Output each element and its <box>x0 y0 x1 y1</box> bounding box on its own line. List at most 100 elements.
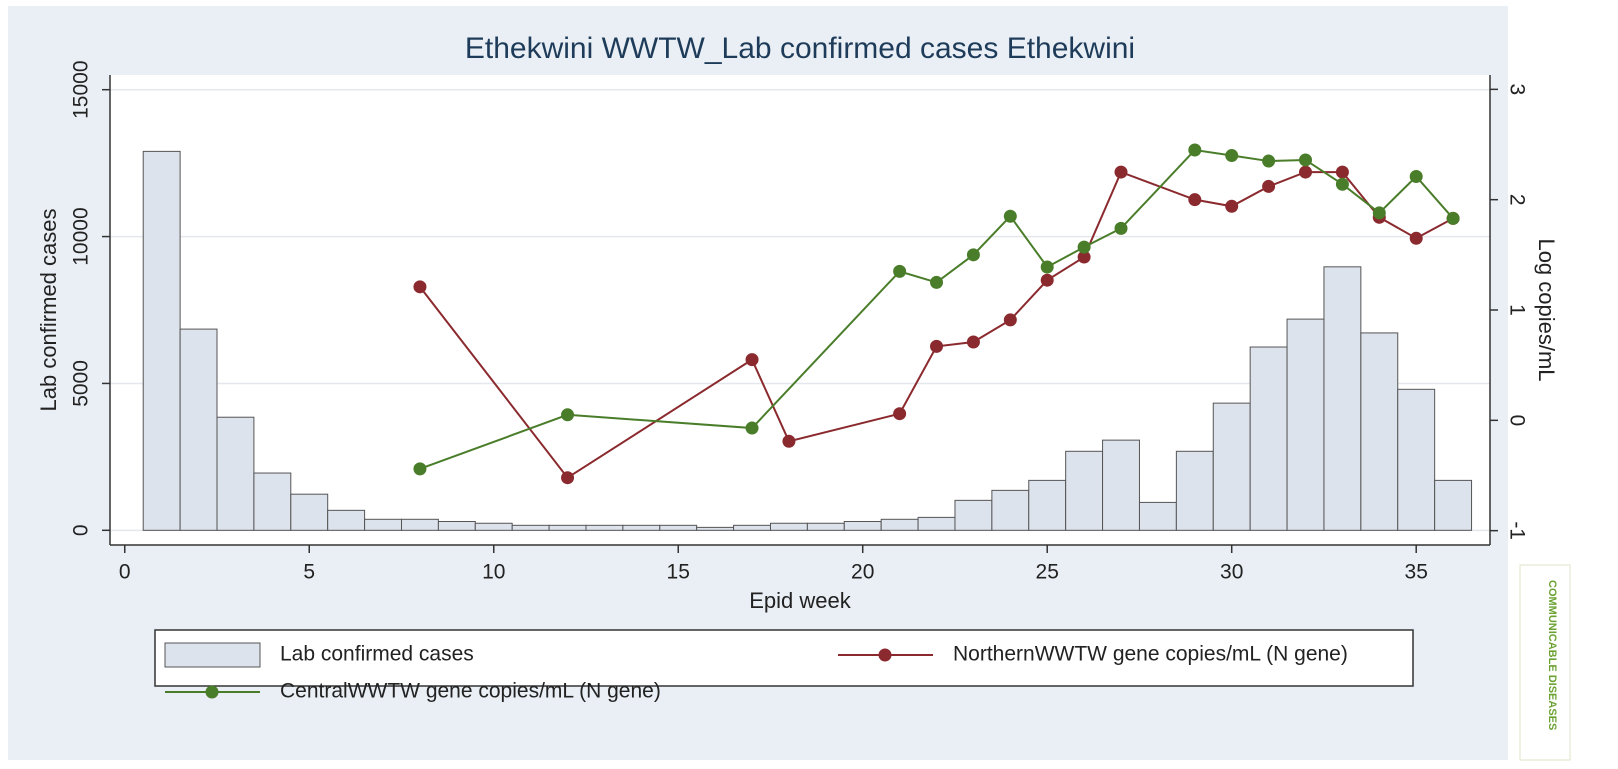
bar <box>1102 439 1140 531</box>
bar <box>179 328 218 531</box>
point <box>1409 170 1423 184</box>
point <box>1225 149 1239 163</box>
y-tick-label: 10000 <box>70 207 93 265</box>
bar <box>954 499 993 531</box>
point <box>1188 193 1202 207</box>
x-tick-label: 35 <box>1405 561 1428 584</box>
x-tick-label: 25 <box>1036 561 1059 584</box>
bar <box>216 416 255 531</box>
point <box>1335 165 1349 179</box>
point <box>745 421 759 435</box>
point <box>930 339 944 353</box>
x-tick-label: 5 <box>303 561 315 584</box>
x-tick-label: 10 <box>482 561 505 584</box>
legend-marker <box>878 648 892 662</box>
bar <box>1065 450 1104 531</box>
point <box>1335 177 1349 191</box>
bar <box>1323 266 1362 531</box>
point <box>413 280 427 294</box>
bar <box>548 524 587 531</box>
logo-frame <box>1519 564 1571 761</box>
bar <box>696 526 735 531</box>
bar <box>364 518 402 531</box>
x-tick-label: 20 <box>851 561 874 584</box>
legend-box <box>154 629 1414 687</box>
y2-tick-label: 3 <box>1505 83 1528 95</box>
bar <box>1212 402 1251 531</box>
point <box>930 275 944 289</box>
bar <box>1175 450 1214 531</box>
logo-text: COMMUNICABLE DISEASES <box>1546 580 1558 730</box>
point <box>745 353 759 367</box>
point <box>1003 209 1017 223</box>
legend-swatch <box>164 642 261 668</box>
point <box>893 264 907 278</box>
bar <box>1028 479 1067 531</box>
y2-tick-label: -1 <box>1505 521 1528 540</box>
bar <box>1286 318 1325 531</box>
legend-label: NorthernWWTW gene copies/mL (N gene) <box>953 643 1348 666</box>
bar <box>733 524 771 531</box>
bar <box>327 509 366 531</box>
bar <box>991 489 1030 531</box>
x-tick-label: 15 <box>667 561 690 584</box>
legend-label: CentralWWTW gene copies/mL (N gene) <box>280 680 661 703</box>
legend-label: Lab confirmed cases <box>280 643 474 666</box>
bar <box>1249 346 1288 531</box>
bar <box>474 522 513 531</box>
legend-marker <box>205 685 219 699</box>
bar <box>659 524 698 531</box>
point <box>1262 154 1276 168</box>
point <box>782 434 796 448</box>
y-tick-label: 0 <box>70 524 93 536</box>
y-tick-label: 15000 <box>70 60 93 118</box>
bar <box>437 521 476 531</box>
point <box>561 471 575 485</box>
chart-title: Ethekwini WWTW_Lab confirmed cases Ethek… <box>465 32 1135 65</box>
bar <box>806 522 845 531</box>
point <box>893 407 907 421</box>
point <box>966 335 980 349</box>
point <box>1299 153 1313 167</box>
y-axis-title: Lab confirmed cases <box>36 209 61 412</box>
bar <box>880 518 919 531</box>
x-tick-label: 0 <box>119 561 131 584</box>
bar <box>1360 332 1399 531</box>
bar <box>400 518 439 531</box>
bar <box>585 524 624 531</box>
bar <box>253 472 292 531</box>
y2-tick-label: 2 <box>1505 194 1528 206</box>
bar <box>290 493 329 531</box>
point <box>561 408 575 422</box>
point <box>966 248 980 262</box>
point <box>1188 143 1202 157</box>
point <box>1262 179 1276 193</box>
point <box>1040 260 1054 274</box>
point <box>1077 240 1091 254</box>
bar <box>1138 501 1177 531</box>
point <box>413 462 427 476</box>
point <box>1003 313 1017 327</box>
point <box>1040 273 1054 287</box>
x-tick-label: 30 <box>1220 561 1243 584</box>
point <box>1077 250 1091 264</box>
point <box>1446 211 1460 225</box>
y-tick-label: 5000 <box>70 360 93 407</box>
point <box>1299 165 1313 179</box>
point <box>1225 199 1239 213</box>
point <box>1114 221 1128 235</box>
bar <box>142 150 181 531</box>
bar <box>769 522 808 531</box>
point <box>1114 165 1128 179</box>
x-axis-title: Epid week <box>749 588 852 613</box>
line <box>419 148 1454 470</box>
y2-tick-label: 1 <box>1505 304 1528 316</box>
y2-tick-label: 0 <box>1505 414 1528 426</box>
point <box>1372 206 1386 220</box>
bar <box>511 524 550 531</box>
bar <box>917 516 956 531</box>
bar <box>843 521 882 531</box>
y2-axis-title: Log copies/mL <box>1534 238 1559 381</box>
bar <box>1434 479 1473 531</box>
